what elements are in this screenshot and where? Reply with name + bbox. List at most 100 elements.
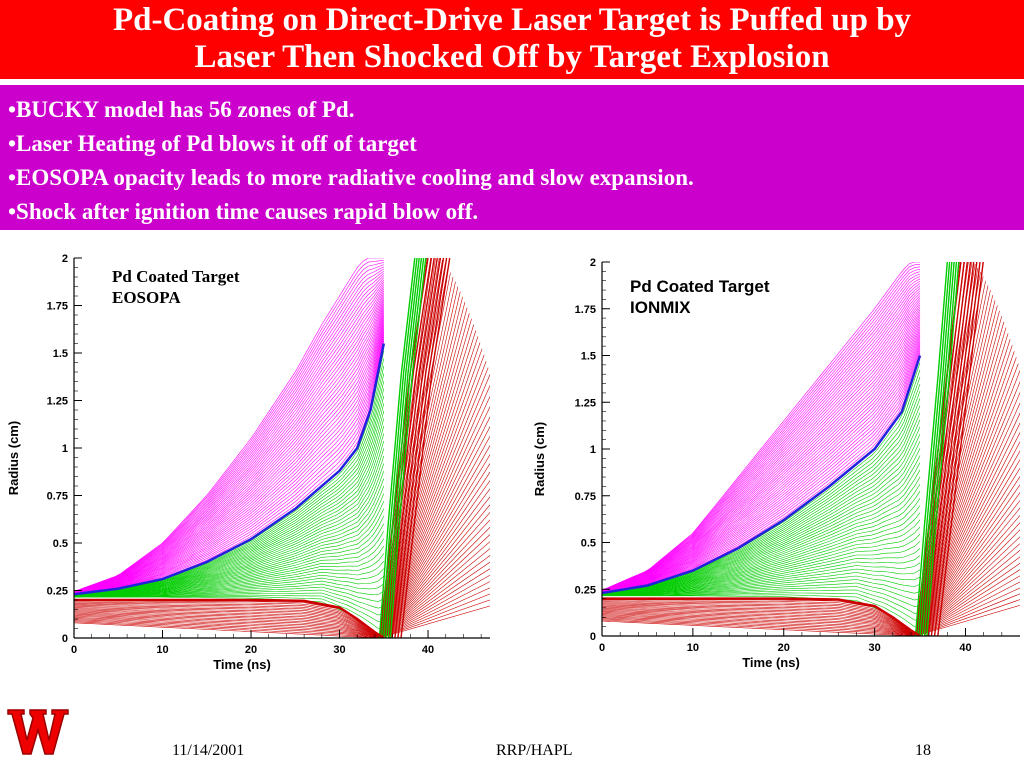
red-front-line (930, 262, 978, 636)
pd-zone-line (74, 299, 385, 594)
mid-zone-line (602, 548, 921, 596)
blowoff-line (915, 543, 1020, 636)
core-edge-line (74, 598, 385, 638)
core-zone-line (74, 617, 384, 638)
red-front-line (381, 258, 432, 638)
blowoff-line (915, 345, 1013, 636)
blowoff-line (915, 402, 1020, 636)
pd-zone-line (602, 290, 921, 592)
footer-page-number: 18 (915, 742, 931, 759)
green-front-line (921, 262, 955, 636)
blowoff-line (915, 484, 1020, 636)
blowoff-line (915, 581, 1020, 636)
pd-zone-line (602, 288, 921, 592)
pd-zone-line (602, 338, 921, 593)
red-front-line (397, 258, 448, 638)
core-zone-line (602, 617, 921, 636)
pd-zone-line (602, 283, 921, 592)
core-zone-line (602, 619, 921, 636)
green-front-line (914, 262, 948, 636)
blowoff-line (915, 476, 1020, 636)
core-zone-line (74, 607, 384, 638)
blowoff-line (915, 593, 1020, 636)
blowoff-line (379, 568, 490, 638)
blowoff-line (379, 348, 483, 638)
interface-line (602, 355, 922, 595)
blowoff-line (915, 492, 1020, 636)
pd-zone-line (74, 268, 384, 593)
core-zone-line (74, 618, 384, 638)
y-tick-label: 1.25 (47, 396, 68, 408)
core-zone-line (602, 620, 920, 636)
green-front-line (919, 262, 953, 636)
core-zone-line (602, 601, 921, 636)
pd-zone-line (74, 290, 385, 593)
blowoff-line (915, 599, 1020, 636)
blowoff-line (915, 529, 1020, 636)
pd-zone-line (74, 336, 385, 595)
pd-zone-line (602, 326, 921, 593)
chart-annotation: EOSOPA (112, 288, 181, 307)
core-zone-line (74, 613, 384, 638)
core-zone-line (602, 602, 921, 636)
pd-zone-line (602, 321, 921, 593)
blowoff-line (915, 604, 1020, 636)
green-front (378, 258, 427, 638)
w-logo-icon (7, 709, 69, 755)
bullet-list: •BUCKY model has 56 zones of Pd. •Laser … (0, 85, 1024, 230)
mid-zone-line (602, 376, 921, 594)
blowoff-line (379, 330, 477, 638)
x-tick-label: 30 (868, 642, 880, 654)
chart-ionmix: 0 0.25 0.5 0.75 1 1.25 1.5 1.75 2 0 10 20 30 40 Time (… (526, 240, 1024, 680)
mid-zone-line (602, 391, 921, 594)
pd-zone-line (74, 262, 384, 592)
core-zone-line (602, 606, 921, 636)
pd-zone-line (602, 278, 921, 591)
pd-zone-line (74, 273, 385, 593)
red-front-line (400, 258, 451, 638)
x-tick-label: 40 (422, 644, 434, 656)
pd-zone-line (602, 280, 921, 592)
pd-zone-line (74, 259, 384, 592)
blowoff-line (379, 593, 490, 638)
core-zone-line (74, 606, 384, 638)
y-tick-label: 1.25 (575, 397, 596, 409)
core-zone-line (74, 603, 384, 638)
pd-zone-line (74, 334, 385, 595)
core-zone-line (602, 615, 921, 636)
pd-zone-line (74, 270, 384, 593)
pd-zone-line (74, 332, 385, 595)
mid-zone-line (602, 355, 921, 594)
pd-zone-line (74, 323, 385, 594)
pd-zone-line (602, 273, 921, 591)
blowoff-line (379, 384, 490, 638)
pd-zone-line (602, 345, 921, 593)
bullet-item: •EOSOPA opacity leads to more radiative … (8, 165, 694, 190)
pd-zone-line (74, 284, 385, 593)
pd-zone-line (602, 262, 920, 591)
blowoff-line (379, 395, 490, 638)
green-front-line (378, 258, 416, 638)
core-zone (74, 599, 384, 638)
green-front-line (387, 258, 425, 638)
core-zone-line (74, 610, 384, 638)
pd-zone-line (602, 355, 921, 594)
green-front-line (383, 258, 420, 638)
blowoff-line (379, 342, 481, 638)
red-front-line (918, 262, 965, 636)
y-tick-label: 0.5 (581, 538, 596, 550)
core-zone-line (74, 611, 384, 638)
core-zone-line (74, 616, 384, 638)
blowoff-line (379, 561, 490, 638)
slide-title: Pd-Coating on Direct-Drive Laser Target … (0, 0, 1024, 79)
blowoff-line (379, 504, 490, 638)
pd-zone-line (74, 314, 385, 594)
pd-zone-line (602, 307, 921, 592)
blowoff-line (915, 587, 1020, 636)
pd-zone-line (602, 312, 921, 592)
core-zone-line (602, 614, 921, 636)
mid-zone-line (602, 519, 921, 595)
red-front-line (391, 258, 442, 638)
pd-zone-line (602, 328, 921, 593)
blowoff-line (915, 351, 1015, 636)
